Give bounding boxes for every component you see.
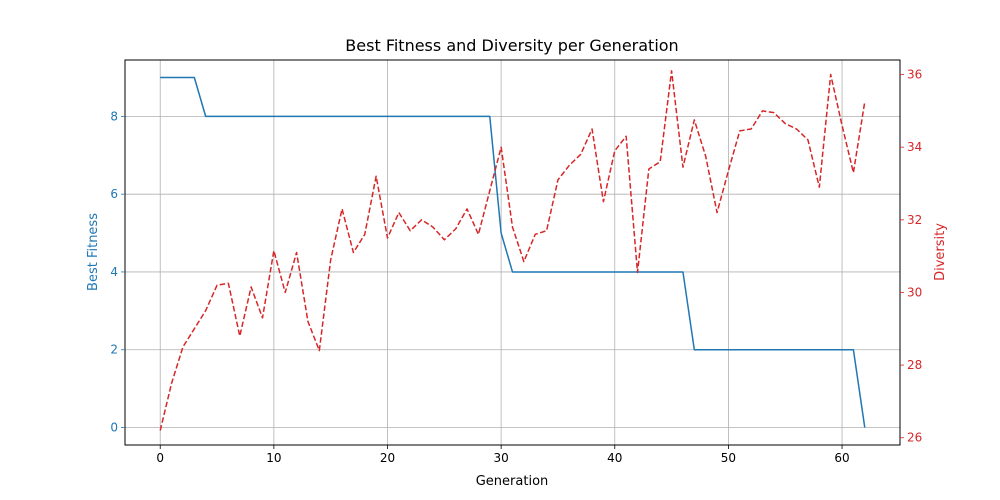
y-right-tick-label: 26: [907, 431, 922, 445]
y-right-tick-label: 30: [907, 285, 922, 299]
ticks: 0 10 20 30 40 50 60 0 2 4 6 8 26 28 30 32 34 36: [110, 68, 922, 465]
x-tick-label: 40: [607, 451, 622, 465]
y-right-tick-label: 32: [907, 213, 922, 227]
x-tick-label: 50: [721, 451, 736, 465]
y-left-tick-label: 8: [110, 109, 118, 123]
plot-frame: [124, 59, 901, 446]
y-axis-left-label: Best Fitness: [86, 213, 101, 291]
y-left-tick-label: 4: [110, 265, 118, 279]
series-group: [159, 70, 866, 431]
y-axis-right-label: Diversity: [933, 223, 948, 281]
x-tick-label: 10: [266, 451, 281, 465]
y-right-tick-label: 34: [907, 140, 922, 154]
y-left-tick-label: 0: [110, 421, 118, 435]
x-tick-label: 30: [493, 451, 508, 465]
best-fitness-line: [160, 76, 866, 428]
y-right-tick-label: 36: [907, 68, 922, 82]
chart-title: Best Fitness and Diversity per Generatio…: [345, 36, 678, 55]
y-left-tick-label: 2: [110, 343, 118, 357]
x-tick-label: 0: [156, 451, 164, 465]
x-tick-label: 60: [834, 451, 849, 465]
diversity-line: [159, 70, 866, 431]
x-axis-label: Generation: [476, 474, 549, 489]
y-right-tick-label: 28: [907, 358, 922, 372]
x-tick-label: 20: [380, 451, 395, 465]
y-left-tick-label: 6: [110, 187, 118, 201]
